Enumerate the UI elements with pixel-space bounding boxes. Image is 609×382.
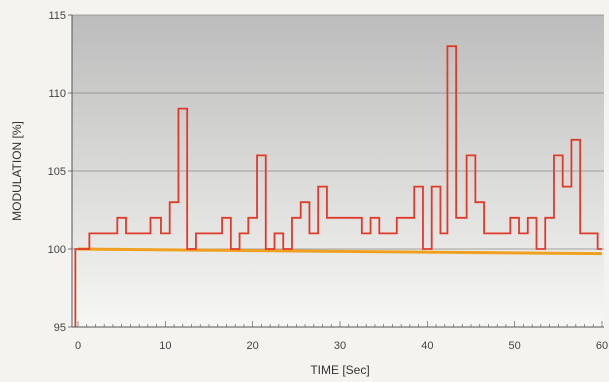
y-tick-label-95: 95 — [54, 322, 66, 334]
peak-modulation-trace — [74, 45, 602, 327]
y-tick-label-115: 115 — [48, 10, 66, 22]
x-tick-label-10: 10 — [159, 340, 171, 352]
y-tick-label-100: 100 — [48, 244, 66, 256]
y-tick-label-105: 105 — [48, 166, 66, 178]
y-axis-title: MODULATION [%] — [10, 121, 24, 221]
x-tick-label-20: 20 — [247, 340, 259, 352]
x-tick-label-30: 30 — [334, 340, 346, 352]
x-tick-label-50: 50 — [509, 340, 521, 352]
y-tick-labels: 95 100 105 110 115 — [48, 10, 66, 334]
x-tick-label-0: 0 — [75, 340, 81, 352]
x-tick-label-40: 40 — [421, 340, 433, 352]
x-tick-label-60: 60 — [596, 340, 608, 352]
traces — [74, 45, 603, 327]
x-axis-title: TIME [Sec] — [310, 363, 369, 377]
x-tick-labels: 0 10 20 30 40 50 60 — [75, 340, 608, 352]
reference-line — [77, 247, 603, 256]
y-tick-label-110: 110 — [48, 88, 66, 100]
